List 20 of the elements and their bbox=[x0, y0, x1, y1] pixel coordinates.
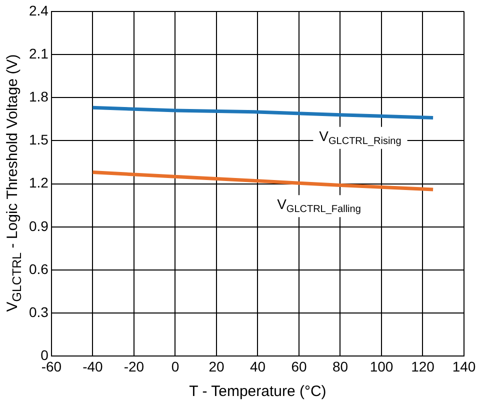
y-tick-label: 2.4 bbox=[28, 2, 49, 18]
y-tick-label: 1.5 bbox=[28, 132, 49, 148]
y-tick-label: 1.2 bbox=[28, 174, 49, 191]
x-tick-label: 100 bbox=[370, 358, 394, 374]
y-tick-label: 0 bbox=[40, 347, 49, 364]
x-tick-label: 120 bbox=[411, 358, 435, 374]
x-tick-label: 40 bbox=[250, 358, 266, 374]
y-tick-label: 2.1 bbox=[28, 45, 49, 62]
x-tick-label: -40 bbox=[82, 358, 104, 374]
x-tick-label: 80 bbox=[332, 358, 348, 374]
x-tick-label: 20 bbox=[208, 358, 224, 374]
x-tick-label: 0 bbox=[171, 358, 180, 374]
x-axis-title: T - Temperature (°C) bbox=[189, 383, 326, 400]
x-tick-label: -20 bbox=[124, 358, 144, 374]
y-tick-label: 0.9 bbox=[28, 218, 49, 234]
x-tick-label: 140 bbox=[452, 358, 476, 374]
y-tick-label: 0.6 bbox=[28, 260, 49, 277]
y-tick-label: 1.8 bbox=[28, 88, 49, 104]
x-tick-label: 60 bbox=[291, 358, 307, 374]
y-tick-label: 0.3 bbox=[28, 304, 49, 320]
